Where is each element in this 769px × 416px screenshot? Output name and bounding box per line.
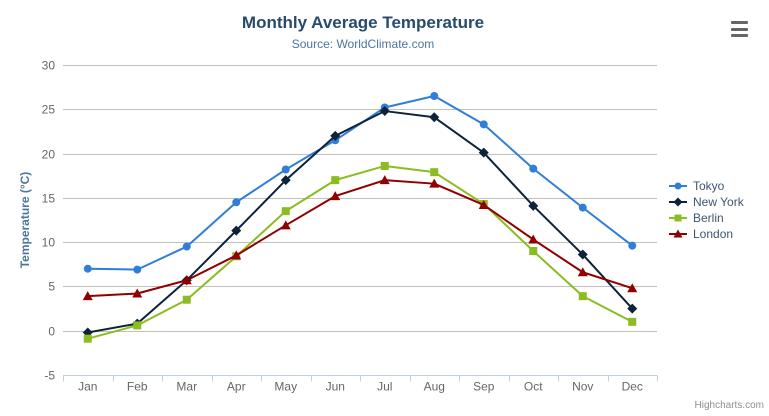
x-axis-tick-label: Apr bbox=[227, 380, 246, 394]
data-point-marker[interactable] bbox=[83, 264, 92, 273]
data-point-marker[interactable] bbox=[232, 198, 241, 207]
data-point-marker[interactable] bbox=[330, 191, 341, 201]
legend-marker-icon bbox=[669, 182, 687, 190]
data-point-marker[interactable] bbox=[331, 176, 340, 185]
y-axis-tick-label: 10 bbox=[42, 236, 56, 250]
x-axis-tick-label: Feb bbox=[127, 380, 148, 394]
data-point-marker[interactable] bbox=[430, 168, 439, 177]
x-axis-tick-label: Jul bbox=[377, 380, 392, 394]
legend-item-london[interactable]: London bbox=[668, 226, 744, 242]
data-point-marker[interactable] bbox=[182, 295, 191, 304]
chart-title: Monthly Average Temperature bbox=[241, 13, 485, 32]
legend-item-berlin[interactable]: Berlin bbox=[668, 210, 744, 226]
y-axis-tick-label: 20 bbox=[42, 148, 56, 162]
data-point-marker[interactable] bbox=[182, 242, 191, 251]
data-point-marker[interactable] bbox=[577, 249, 588, 260]
series-new-york bbox=[82, 106, 638, 338]
x-axis-tick-label: Sep bbox=[473, 380, 495, 394]
data-point-marker[interactable] bbox=[231, 225, 242, 236]
legend: Tokyo New York Berlin London bbox=[668, 178, 744, 242]
legend-marker-icon bbox=[669, 214, 687, 222]
data-point-marker[interactable] bbox=[281, 207, 290, 216]
data-point-marker[interactable] bbox=[281, 165, 290, 174]
data-point-marker[interactable] bbox=[628, 317, 637, 326]
data-point-marker[interactable] bbox=[133, 321, 142, 330]
data-point-marker[interactable] bbox=[627, 283, 638, 293]
data-point-marker[interactable] bbox=[330, 130, 341, 141]
x-axis-tick-label: Jun bbox=[326, 380, 345, 394]
data-point-marker[interactable] bbox=[429, 178, 440, 188]
data-point-marker[interactable] bbox=[529, 164, 538, 173]
data-point-marker[interactable] bbox=[628, 241, 637, 250]
data-point-marker[interactable] bbox=[231, 250, 242, 260]
data-point-marker[interactable] bbox=[674, 182, 682, 190]
data-point-marker[interactable] bbox=[429, 112, 440, 123]
data-point-marker[interactable] bbox=[82, 291, 93, 301]
legend-item-label: New York bbox=[693, 195, 744, 209]
x-axis-tick-label: Dec bbox=[622, 380, 643, 394]
y-axis-tick-label: 30 bbox=[42, 59, 56, 73]
series-line[interactable] bbox=[86, 164, 634, 340]
legend-item-label: London bbox=[693, 227, 734, 241]
data-point-marker[interactable] bbox=[430, 92, 439, 100]
data-point-marker[interactable] bbox=[132, 288, 143, 298]
data-point-marker[interactable] bbox=[673, 197, 683, 207]
data-point-marker[interactable] bbox=[133, 265, 142, 274]
hamburger-menu-icon bbox=[731, 27, 748, 31]
x-axis-tick-label: Mar bbox=[176, 380, 197, 394]
data-point-marker[interactable] bbox=[280, 175, 291, 186]
legend-item-tokyo[interactable]: Tokyo bbox=[668, 178, 744, 194]
legend-marker-icon bbox=[669, 229, 687, 238]
x-axis-tick-label: May bbox=[274, 380, 297, 394]
x-axis-tick-label: Aug bbox=[424, 380, 445, 394]
y-axis-tick-label: -5 bbox=[44, 369, 55, 383]
x-axis-tick-label: Jan bbox=[78, 380, 97, 394]
data-point-marker[interactable] bbox=[479, 120, 488, 129]
export-menu-button[interactable] bbox=[731, 20, 749, 38]
data-point-marker[interactable] bbox=[478, 199, 489, 209]
data-point-marker[interactable] bbox=[578, 292, 587, 301]
data-point-marker[interactable] bbox=[627, 303, 638, 314]
hamburger-menu-icon bbox=[731, 34, 748, 37]
data-point-marker[interactable] bbox=[478, 147, 489, 158]
hamburger-menu-icon bbox=[731, 21, 748, 24]
y-axis-tick-label: 5 bbox=[48, 280, 55, 294]
data-point-marker[interactable] bbox=[83, 334, 92, 343]
data-point-marker[interactable] bbox=[181, 275, 192, 285]
series-line[interactable] bbox=[86, 110, 634, 334]
data-point-marker[interactable] bbox=[380, 161, 389, 170]
x-axis-tick-label: Nov bbox=[572, 380, 593, 394]
data-point-marker[interactable] bbox=[578, 203, 587, 212]
chart-subtitle: Source: WorldClimate.com bbox=[291, 37, 435, 51]
series-tokyo bbox=[83, 92, 637, 274]
legend-item-label: Berlin bbox=[693, 211, 724, 225]
series-london bbox=[82, 175, 638, 301]
series-line[interactable] bbox=[86, 95, 634, 271]
data-point-marker[interactable] bbox=[379, 175, 390, 185]
legend-item-new-york[interactable]: New York bbox=[668, 194, 744, 210]
data-point-marker[interactable] bbox=[528, 234, 539, 244]
y-axis-tick-label: 15 bbox=[42, 192, 56, 206]
data-point-marker[interactable] bbox=[528, 200, 539, 211]
y-axis-tick-label: 25 bbox=[42, 103, 56, 117]
data-point-marker[interactable] bbox=[529, 247, 538, 255]
data-point-marker[interactable] bbox=[673, 229, 683, 238]
credits-link[interactable]: Highcharts.com bbox=[694, 400, 764, 411]
series-line[interactable] bbox=[86, 179, 634, 298]
legend-item-label: Tokyo bbox=[693, 179, 725, 193]
y-axis-tick-label: 0 bbox=[48, 325, 55, 339]
data-point-marker[interactable] bbox=[280, 220, 291, 230]
data-point-marker[interactable] bbox=[379, 106, 390, 117]
data-point-marker[interactable] bbox=[577, 267, 588, 277]
x-axis-tick-label: Oct bbox=[524, 380, 543, 394]
data-point-marker[interactable] bbox=[674, 214, 682, 222]
y-axis-title: Temperature (°C) bbox=[18, 171, 32, 269]
legend-marker-icon bbox=[669, 197, 687, 207]
